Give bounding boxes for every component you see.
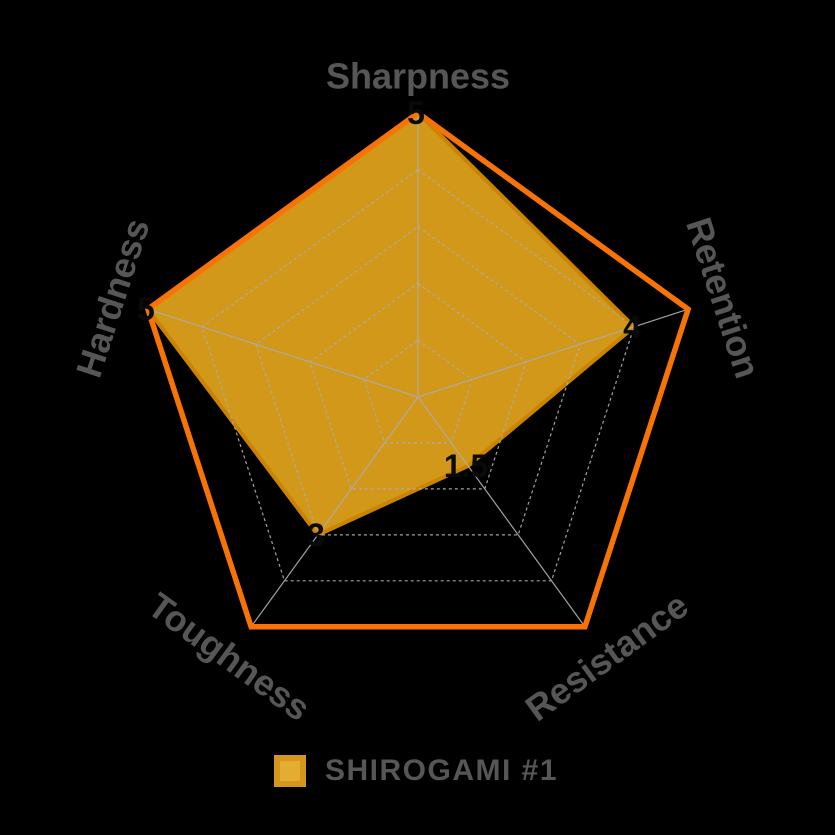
chart-legend: SHIROGAMI #1: [274, 754, 558, 788]
grid-ring: [363, 339, 473, 444]
outer-ring: [144, 109, 692, 630]
legend-swatch: [274, 755, 306, 787]
axis-spoke: [417, 308, 689, 398]
value-label-sharpness: 5: [407, 95, 425, 131]
data-polygon-shirogami-1: [145, 111, 637, 537]
axis-label-toughness: Toughness: [141, 584, 318, 728]
grid-ring: [255, 225, 581, 536]
axis-label-resistance: Resistance: [518, 584, 696, 729]
axis-spoke: [147, 308, 419, 398]
axis-label-sharpness: Sharpness: [326, 56, 510, 97]
axis-spoke: [417, 396, 586, 628]
value-label-toughness: 3: [307, 517, 325, 553]
grid-ring: [201, 169, 635, 582]
axis-label-retention: Retention: [678, 213, 768, 384]
legend-label: SHIROGAMI #1: [325, 754, 559, 787]
value-label-resistance: 1.5: [444, 448, 488, 484]
axis-spoke: [250, 396, 419, 628]
value-label-hardness: 5: [137, 291, 155, 327]
value-label-retention: 4: [623, 309, 641, 345]
